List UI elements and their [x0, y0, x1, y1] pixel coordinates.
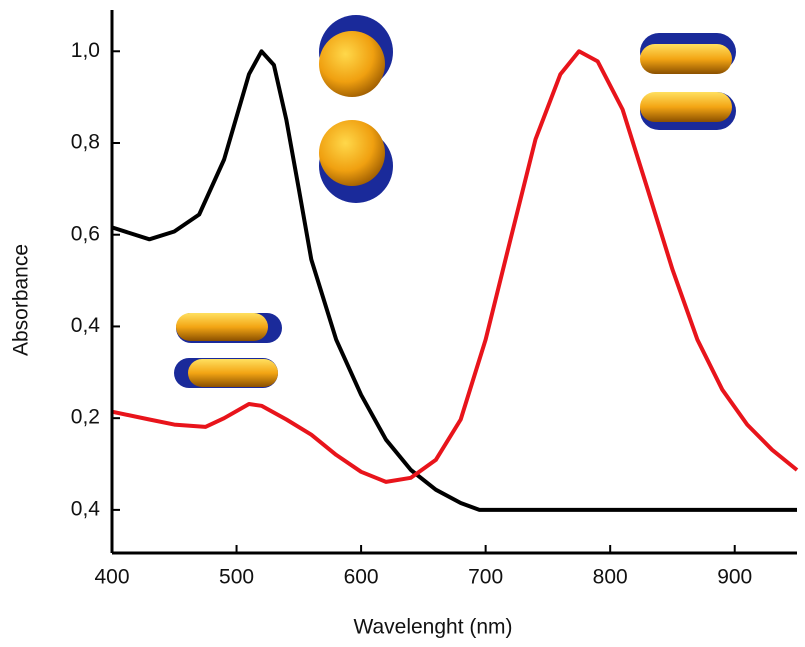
- x-tick-label: 700: [468, 566, 503, 589]
- y-axis-label: Absorbance: [10, 244, 33, 356]
- y-tick-label: 0,4: [71, 497, 101, 520]
- y-tick-label: 0,8: [71, 131, 100, 154]
- data-line: [111, 49, 797, 512]
- y-tick-label: 0,6: [71, 222, 100, 245]
- x-tick-label: 500: [219, 566, 254, 589]
- x-tick-label: 800: [593, 566, 628, 589]
- x-tick-label: 600: [344, 566, 379, 589]
- x-tick-label: 400: [94, 566, 129, 589]
- x-axis-label: Wavelenght (nm): [353, 616, 512, 639]
- nanoparticle-icons: [174, 15, 736, 388]
- y-tick-label: 0,2: [71, 406, 100, 429]
- data-line: [111, 49, 799, 484]
- x-tick-label: 900: [717, 566, 752, 589]
- y-tick-label: 1,0: [71, 39, 100, 62]
- y-tick-label: 0,4: [71, 314, 101, 337]
